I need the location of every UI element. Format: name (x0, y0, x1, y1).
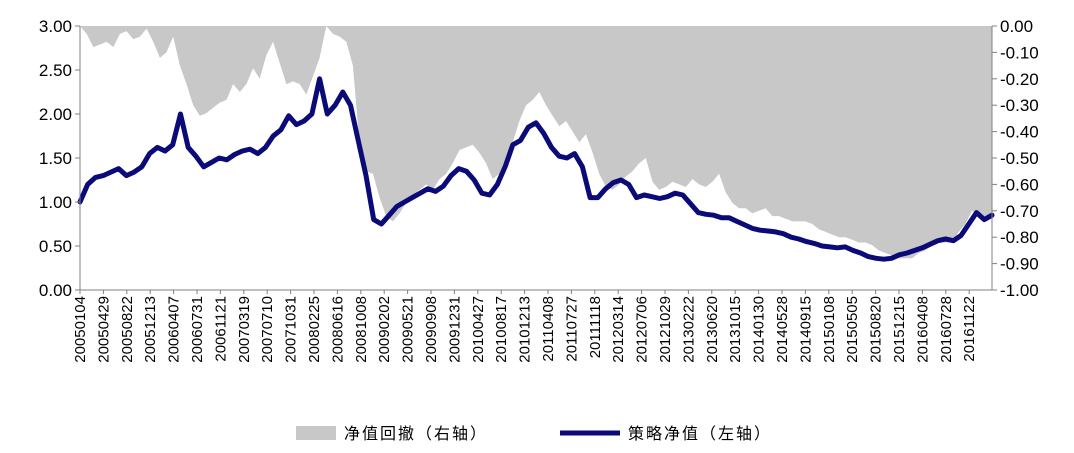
x-tick-label: 20070319 (236, 296, 253, 363)
left-tick-label: 0.50 (39, 237, 72, 256)
nav-line-layer (77, 76, 995, 262)
left-tick-label: 1.50 (39, 149, 72, 168)
x-tick-label: 20150820 (868, 296, 885, 363)
right-tick-label: 0.00 (1000, 17, 1033, 36)
left-tick-label: 2.00 (39, 105, 72, 124)
x-tick-label: 20090202 (376, 296, 393, 363)
x-tick-label: 20150108 (821, 296, 838, 363)
left-tick-label: 1.00 (39, 193, 72, 212)
x-tick-label: 20130620 (704, 296, 721, 363)
x-tick-label: 20100817 (493, 296, 510, 363)
right-tick-label: -0.50 (1000, 149, 1039, 168)
legend-label-drawdown: 净值回撤（右轴） (344, 424, 488, 443)
right-tick-label: -0.10 (1000, 43, 1039, 62)
right-tick-label: -0.40 (1000, 123, 1039, 142)
right-tick-label: -0.70 (1000, 202, 1039, 221)
drawdown-area-layer (80, 26, 992, 259)
x-tick-label: 20050429 (95, 296, 112, 363)
legend-label-nav: 策略净值（左轴） (628, 424, 772, 443)
x-tick-label: 20061121 (212, 296, 229, 362)
drawdown-area (80, 26, 992, 259)
x-tick-label: 20150505 (844, 296, 861, 363)
right-tick-label: -0.60 (1000, 175, 1039, 194)
x-tick-label: 20161122 (961, 296, 978, 362)
x-tick-label: 20060731 (189, 296, 206, 363)
x-tick-label: 20080225 (306, 296, 323, 363)
x-tick-label: 20090521 (400, 296, 417, 363)
x-tick-label: 20050822 (119, 296, 136, 363)
right-tick-label: -1.00 (1000, 281, 1039, 300)
right-axis-ticks: 0.00 -0.10 -0.20 -0.30 -0.40 -0.50 -0.60 -0.70 -… (992, 17, 1039, 300)
x-tick-label: 20110727 (563, 296, 580, 362)
x-tick-label: 20090908 (423, 296, 440, 363)
nav-line (77, 76, 995, 262)
x-axis-ticks: 20050104 20050429 20050822 20051213 20060407… (72, 290, 978, 363)
x-tick-label: 20131015 (727, 296, 744, 363)
x-tick-label: 20140528 (774, 296, 791, 363)
x-tick-label: 20130222 (680, 296, 697, 363)
x-tick-label: 20140915 (797, 296, 814, 363)
x-tick-label: 20060407 (166, 296, 183, 363)
x-tick-label: 20121029 (657, 296, 674, 363)
x-tick-label: 20120314 (610, 296, 627, 363)
x-tick-label: 20160408 (914, 296, 931, 363)
right-tick-label: -0.80 (1000, 228, 1039, 247)
x-tick-label: 20080616 (329, 296, 346, 363)
right-tick-label: -0.20 (1000, 70, 1039, 89)
x-tick-label: 20140130 (751, 296, 768, 363)
x-tick-label: 20101213 (517, 296, 534, 363)
legend: 净值回撤（右轴） 策略净值（左轴） (296, 424, 772, 443)
x-tick-label: 20081008 (353, 296, 370, 363)
x-tick-label: 20120706 (634, 296, 651, 363)
x-tick-label: 20110408 (540, 296, 557, 362)
x-tick-label: 20091231 (446, 296, 463, 363)
left-tick-label: 3.00 (39, 17, 72, 36)
x-tick-label: 20071031 (283, 296, 300, 363)
x-tick-label: 20070710 (259, 296, 276, 363)
right-tick-label: -0.30 (1000, 96, 1039, 115)
left-axis-ticks: 0.00 0.50 1.00 1.50 2.00 2.50 3.00 (39, 17, 80, 300)
left-tick-label: 2.50 (39, 61, 72, 80)
x-tick-label: 20160728 (938, 296, 955, 363)
right-tick-label: -0.90 (1000, 255, 1039, 274)
x-tick-label: 20051213 (142, 296, 159, 363)
legend-swatch-drawdown (296, 426, 336, 440)
x-tick-label: 20111118 (587, 296, 604, 358)
left-tick-label: 0.00 (39, 281, 72, 300)
x-tick-label: 20151215 (891, 296, 908, 363)
x-tick-label: 20100427 (470, 296, 487, 363)
x-tick-label: 20050104 (72, 296, 89, 363)
